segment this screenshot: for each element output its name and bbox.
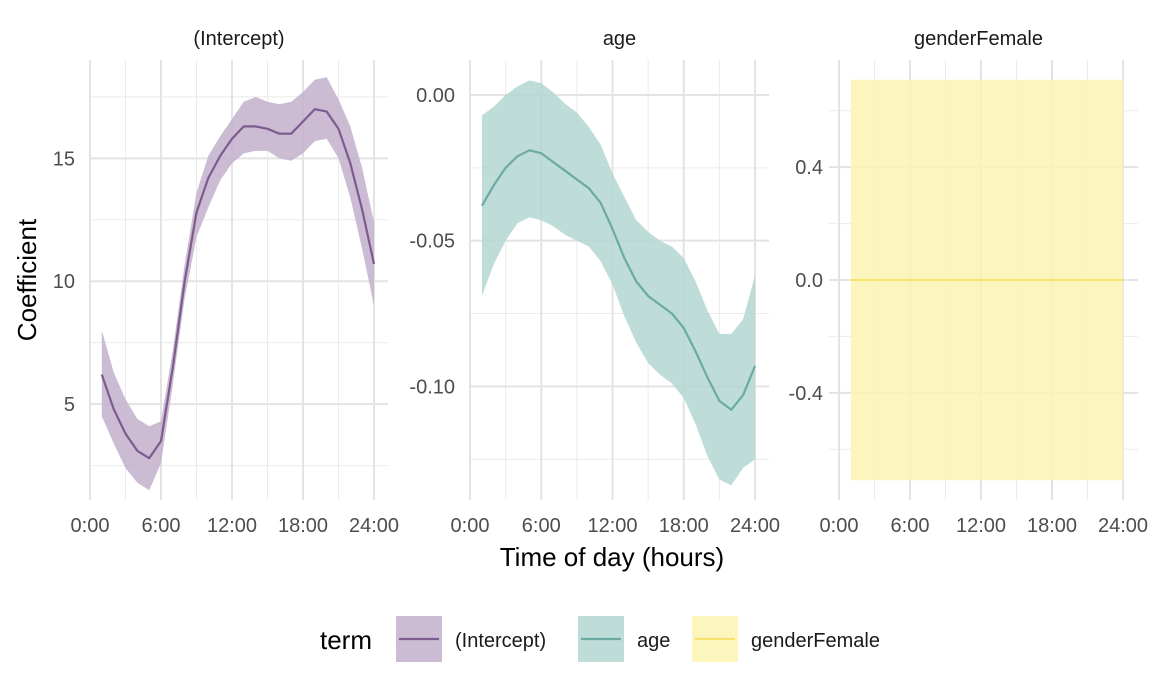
x-tick-label: 6:00 bbox=[142, 515, 181, 537]
x-tick-label: 18:00 bbox=[659, 515, 709, 537]
y-tick-label: 10 bbox=[53, 271, 75, 293]
x-tick-label: 18:00 bbox=[1027, 515, 1077, 537]
legend-entry-label: genderFemale bbox=[751, 630, 880, 652]
legend-entry-label: (Intercept) bbox=[455, 630, 546, 652]
x-tick-label: 12:00 bbox=[207, 515, 257, 537]
y-axis-title: Coefficient bbox=[12, 218, 42, 341]
y-tick-label: -0.10 bbox=[409, 376, 455, 398]
ribbon-age bbox=[481, 80, 755, 486]
facet-strip-label: genderFemale bbox=[914, 28, 1043, 50]
series-line-age bbox=[480, 149, 757, 411]
facet-strip-label: (Intercept) bbox=[193, 28, 284, 50]
x-tick-label: 18:00 bbox=[278, 515, 328, 537]
x-axis-title: Time of day (hours) bbox=[500, 542, 724, 572]
y-tick-label: 5 bbox=[64, 394, 75, 416]
legend-title: term bbox=[320, 625, 372, 655]
legend-entry-label: age bbox=[637, 630, 670, 652]
facet-strip-label: age bbox=[603, 28, 636, 50]
y-tick-label: 15 bbox=[53, 148, 75, 170]
series-line-intercept bbox=[100, 108, 376, 460]
x-tick-label: 0:00 bbox=[451, 515, 490, 537]
x-tick-label: 6:00 bbox=[891, 515, 930, 537]
x-tick-label: 0:00 bbox=[71, 515, 110, 537]
y-tick-label: 0.0 bbox=[795, 270, 823, 292]
y-tick-label: 0.4 bbox=[795, 157, 823, 179]
x-tick-label: 24:00 bbox=[730, 515, 780, 537]
x-tick-label: 6:00 bbox=[522, 515, 561, 537]
x-tick-label: 24:00 bbox=[1098, 515, 1148, 537]
x-tick-label: 12:00 bbox=[956, 515, 1006, 537]
ribbon-intercept bbox=[101, 77, 375, 491]
x-tick-label: 12:00 bbox=[587, 515, 637, 537]
y-tick-label: -0.4 bbox=[789, 383, 823, 405]
x-tick-label: 0:00 bbox=[820, 515, 859, 537]
y-tick-label: -0.05 bbox=[409, 231, 455, 253]
y-tick-label: 0.00 bbox=[416, 85, 455, 107]
x-tick-label: 24:00 bbox=[349, 515, 399, 537]
